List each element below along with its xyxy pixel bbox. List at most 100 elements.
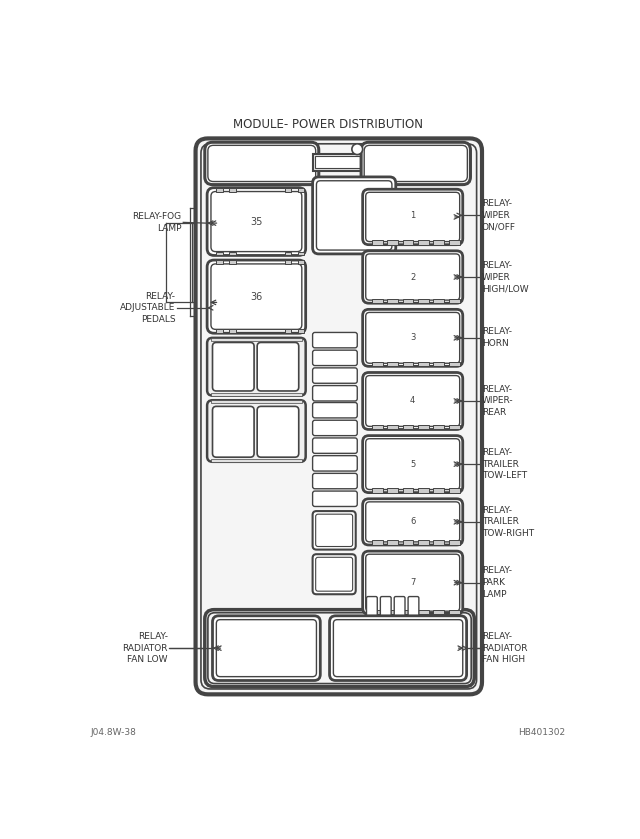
FancyBboxPatch shape (312, 491, 357, 507)
FancyBboxPatch shape (312, 456, 357, 471)
FancyBboxPatch shape (408, 597, 419, 628)
Bar (211, 338, 302, 341)
Bar (372, 240, 383, 245)
Text: 21: 21 (330, 494, 340, 503)
Text: 1: 1 (370, 609, 374, 614)
Bar (449, 425, 460, 430)
FancyBboxPatch shape (207, 400, 306, 461)
FancyBboxPatch shape (312, 555, 356, 594)
FancyBboxPatch shape (312, 438, 357, 453)
Bar (418, 425, 429, 430)
Text: MODULE- POWER DISTRIBUTION: MODULE- POWER DISTRIBUTION (233, 118, 423, 132)
Bar (298, 260, 304, 264)
Text: 16: 16 (330, 406, 340, 414)
Bar (433, 540, 444, 545)
Bar (216, 260, 223, 264)
FancyBboxPatch shape (312, 403, 357, 418)
Bar (285, 260, 291, 264)
Bar (372, 299, 383, 303)
FancyBboxPatch shape (333, 620, 463, 676)
FancyBboxPatch shape (257, 406, 299, 457)
Bar (387, 299, 398, 303)
FancyBboxPatch shape (363, 498, 463, 545)
Text: RELAY-
HORN: RELAY- HORN (482, 327, 512, 348)
Bar (387, 610, 398, 614)
Text: J04.8W-38: J04.8W-38 (91, 728, 137, 737)
Bar (433, 362, 444, 367)
Text: 4: 4 (410, 397, 415, 405)
Text: RELAY-
RADIATOR
FAN LOW: RELAY- RADIATOR FAN LOW (122, 632, 168, 664)
Bar (433, 425, 444, 430)
Bar (372, 488, 383, 492)
FancyBboxPatch shape (208, 145, 316, 181)
Text: 30: 30 (273, 427, 284, 436)
Bar (387, 540, 398, 545)
FancyBboxPatch shape (361, 143, 470, 185)
FancyBboxPatch shape (196, 138, 482, 695)
Bar (418, 488, 429, 492)
FancyBboxPatch shape (380, 597, 391, 628)
Text: 3: 3 (410, 333, 415, 342)
Bar (372, 610, 383, 614)
Bar (433, 488, 444, 492)
FancyBboxPatch shape (363, 251, 463, 303)
Bar (449, 610, 460, 614)
Bar (403, 299, 413, 303)
Bar (403, 240, 413, 245)
Bar (449, 362, 460, 367)
Text: HB401302: HB401302 (518, 728, 565, 737)
Bar (211, 400, 302, 404)
Bar (230, 252, 236, 255)
FancyBboxPatch shape (257, 342, 299, 391)
Bar (403, 362, 413, 367)
FancyBboxPatch shape (394, 597, 405, 628)
FancyBboxPatch shape (316, 514, 353, 546)
Text: 28: 28 (228, 362, 239, 372)
FancyBboxPatch shape (363, 190, 463, 245)
FancyBboxPatch shape (330, 616, 467, 680)
Bar (216, 188, 223, 191)
Bar (312, 154, 368, 171)
Bar (285, 188, 291, 191)
FancyBboxPatch shape (316, 557, 353, 591)
Bar (387, 362, 398, 367)
Text: 19: 19 (330, 459, 340, 468)
Text: 14: 14 (330, 371, 340, 380)
Text: 20: 20 (330, 477, 340, 486)
Text: 2: 2 (410, 273, 415, 282)
FancyBboxPatch shape (316, 180, 392, 250)
Bar (298, 252, 304, 255)
FancyBboxPatch shape (312, 511, 356, 550)
Bar (433, 240, 444, 245)
Text: 22: 22 (329, 526, 339, 534)
Text: RELAY-
TRAILER
TOW-LEFT: RELAY- TRAILER TOW-LEFT (482, 448, 527, 481)
FancyBboxPatch shape (363, 551, 463, 614)
FancyBboxPatch shape (212, 616, 320, 680)
FancyBboxPatch shape (207, 188, 306, 255)
Text: RELAY-
PARK
LAMP: RELAY- PARK LAMP (482, 566, 512, 599)
Text: 17: 17 (330, 424, 340, 432)
Text: 1: 1 (410, 211, 415, 220)
Text: RELAY-
TRAILER
TOW-RIGHT: RELAY- TRAILER TOW-RIGHT (482, 506, 534, 538)
Text: 11: 11 (260, 644, 273, 653)
Bar (216, 252, 223, 255)
FancyBboxPatch shape (211, 264, 302, 330)
Text: 3: 3 (397, 609, 402, 614)
FancyBboxPatch shape (364, 145, 467, 181)
Text: 13: 13 (330, 353, 340, 362)
Text: 2: 2 (384, 609, 388, 614)
Bar (449, 299, 460, 303)
Bar (372, 425, 383, 430)
Text: RELAY-
ADJUSTABLE
PEDALS: RELAY- ADJUSTABLE PEDALS (120, 291, 175, 324)
FancyBboxPatch shape (363, 373, 463, 430)
Bar (433, 299, 444, 303)
FancyBboxPatch shape (211, 191, 302, 252)
FancyBboxPatch shape (365, 555, 460, 611)
Text: RELAY-
WIPER
ON/OFF: RELAY- WIPER ON/OFF (482, 199, 516, 232)
Text: RELAY-
RADIATOR
FAN HIGH: RELAY- RADIATOR FAN HIGH (482, 632, 527, 664)
Bar (230, 188, 236, 191)
Bar (372, 362, 383, 367)
Bar (403, 610, 413, 614)
Bar (418, 610, 429, 614)
Bar (230, 330, 236, 333)
